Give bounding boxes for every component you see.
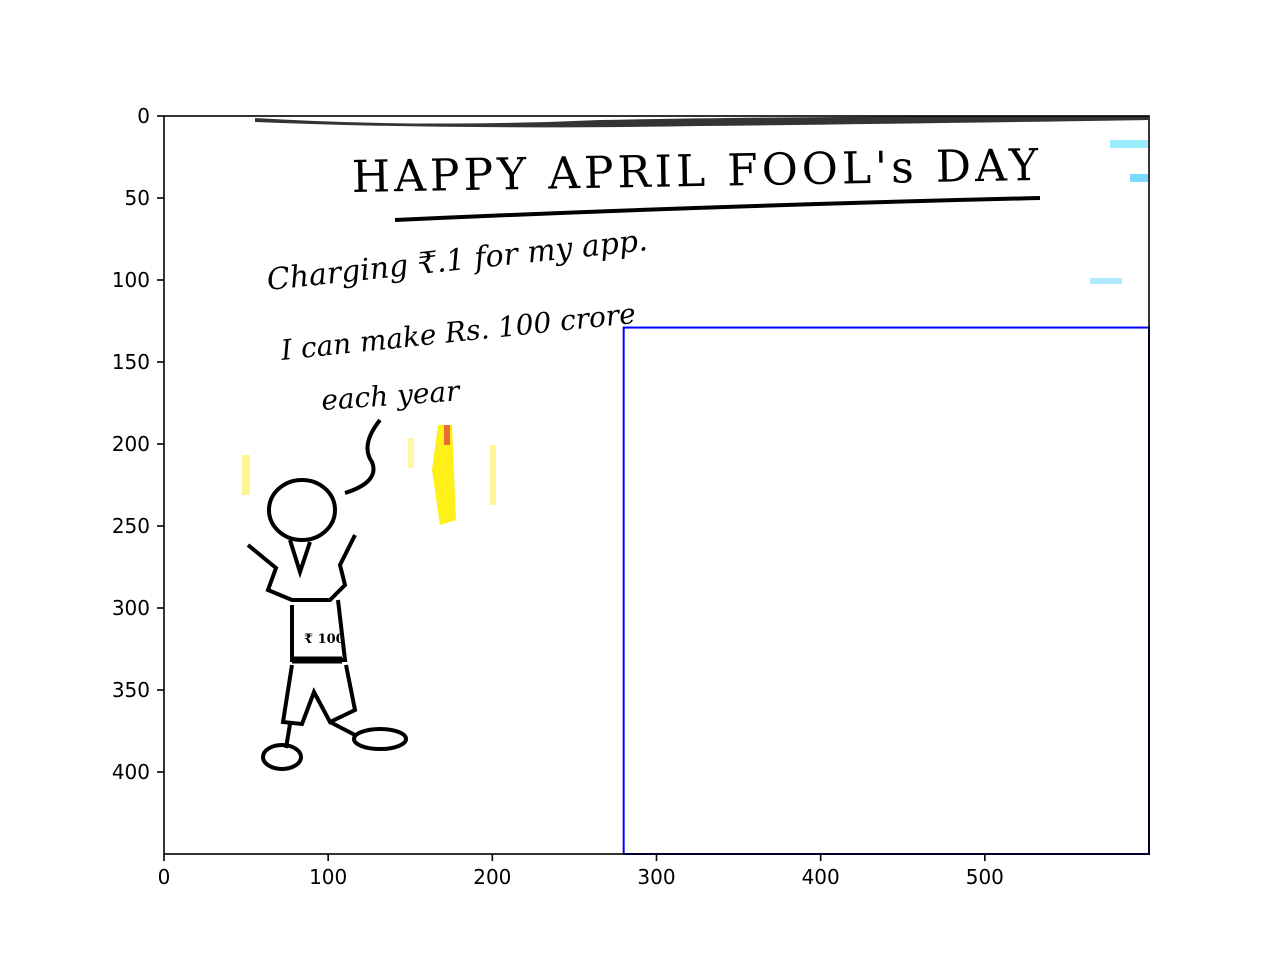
color-artifact xyxy=(1090,278,1122,284)
y-tick-label: 250 xyxy=(112,514,150,538)
y-axis: 0 50 100 150 200 250 300 350 400 xyxy=(112,104,164,784)
y-tick-label: 150 xyxy=(112,350,150,374)
color-artifact xyxy=(1130,174,1148,182)
yellow-glow xyxy=(408,438,414,468)
figure-arms xyxy=(246,534,357,602)
heading-underline xyxy=(394,196,1041,222)
y-tick-label: 350 xyxy=(112,678,150,702)
stick-figure xyxy=(246,478,408,771)
figure-head xyxy=(267,478,337,542)
shirt-text: ₹ 100 xyxy=(304,632,345,647)
y-tick-label: 100 xyxy=(112,268,150,292)
heading-text: HAPPY APRIL FOOL's DAY xyxy=(351,140,1042,203)
red-glow xyxy=(444,425,450,445)
y-tick-label: 0 xyxy=(137,104,150,128)
y-tick-label: 300 xyxy=(112,596,150,620)
yellow-glow xyxy=(242,455,250,495)
y-tick-label: 200 xyxy=(112,432,150,456)
x-axis: 0 100 200 300 400 500 xyxy=(158,854,1004,889)
x-tick-label: 300 xyxy=(637,865,675,889)
plot-area xyxy=(164,116,1149,854)
top-smudge xyxy=(255,116,1148,128)
x-tick-label: 400 xyxy=(802,865,840,889)
x-tick-label: 500 xyxy=(966,865,1004,889)
x-tick-label: 100 xyxy=(309,865,347,889)
yellow-glow xyxy=(490,445,496,505)
x-tick-label: 200 xyxy=(473,865,511,889)
y-tick-label: 50 xyxy=(125,186,150,210)
figure-shorts xyxy=(280,664,358,727)
color-artifact xyxy=(1110,140,1148,148)
speech-pointer xyxy=(344,418,382,495)
x-tick-label: 0 xyxy=(158,865,171,889)
figure-left-foot xyxy=(261,743,303,771)
yellow-glow xyxy=(432,425,456,525)
y-tick-label: 400 xyxy=(112,760,150,784)
figure-right-foot xyxy=(352,727,408,751)
figure-neck xyxy=(288,539,312,579)
